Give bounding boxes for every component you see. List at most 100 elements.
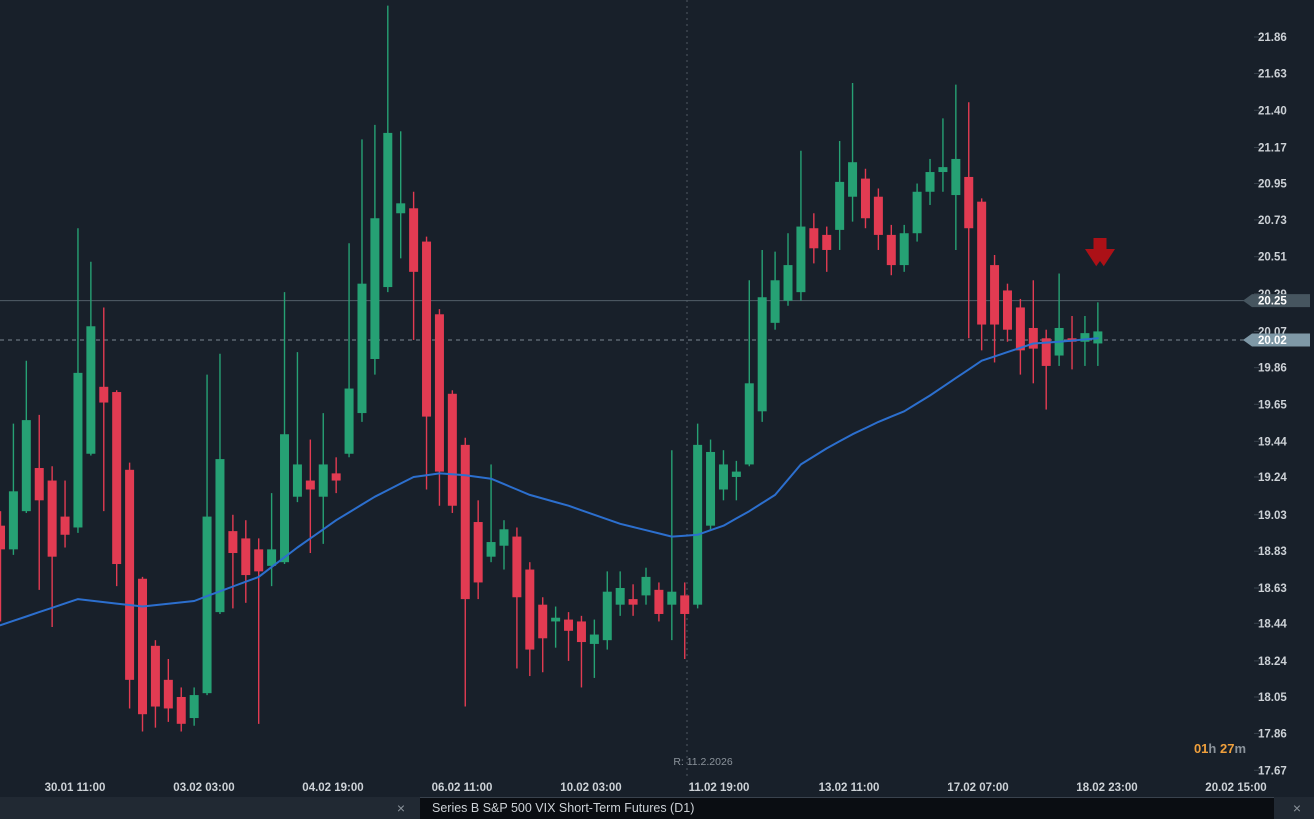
price-tick-label: 21.63 — [1258, 68, 1287, 80]
candle — [564, 612, 574, 661]
price-tick-label: 19.44 — [1258, 436, 1287, 448]
price-tick-label: 19.65 — [1258, 399, 1287, 411]
symbol-tab-label: Series B S&P 500 VIX Short-Term Futures … — [432, 801, 695, 815]
price-tick-label: 18.44 — [1258, 618, 1287, 630]
candle — [86, 261, 96, 456]
candle — [835, 141, 845, 250]
candle — [783, 233, 793, 306]
candle — [899, 224, 909, 272]
candle — [551, 606, 561, 648]
price-tick-label: 18.83 — [1258, 546, 1287, 558]
time-tick-label: 06.02 11:00 — [432, 782, 493, 794]
candle — [873, 188, 883, 250]
candle — [280, 292, 290, 565]
price-tick-label: 19.86 — [1258, 363, 1287, 375]
candle — [8, 423, 18, 555]
candle — [964, 102, 974, 339]
candle — [990, 254, 1000, 363]
candle — [770, 251, 780, 330]
time-tick-label: 13.02 11:00 — [819, 782, 880, 794]
candle — [150, 640, 160, 728]
price-tick-label: 17.86 — [1258, 728, 1287, 740]
candle — [667, 450, 677, 641]
candle — [189, 687, 199, 726]
price-tick-label: 18.63 — [1258, 583, 1287, 595]
candle — [951, 84, 961, 250]
candle — [318, 413, 328, 544]
candle — [305, 439, 315, 554]
price-tick-label: 18.05 — [1258, 692, 1287, 704]
candle — [602, 571, 612, 650]
candle — [615, 571, 625, 616]
candle — [706, 439, 716, 530]
price-tick-label: 17.67 — [1258, 765, 1287, 777]
candle — [848, 83, 858, 222]
candle — [215, 353, 225, 614]
candle — [886, 224, 896, 276]
time-tick-label: 18.02 23:00 — [1076, 782, 1137, 794]
candle — [641, 567, 651, 605]
time-tick-label: 30.01 11:00 — [45, 782, 106, 794]
candle — [718, 450, 728, 501]
candle — [73, 228, 83, 533]
price-tick-label: 19.03 — [1258, 510, 1287, 522]
candle — [731, 460, 741, 501]
current-price-badge-label: 20.02 — [1258, 335, 1287, 347]
candle — [796, 150, 806, 301]
symbol-tab[interactable]: Series B S&P 500 VIX Short-Term Futures … — [420, 797, 1274, 819]
candle — [1028, 280, 1038, 384]
price-tick-label: 21.86 — [1258, 32, 1287, 44]
candle — [654, 582, 664, 622]
price-tick-label: 20.95 — [1258, 179, 1287, 191]
candle — [822, 226, 832, 272]
time-tick-label: 20.02 15:00 — [1205, 782, 1266, 794]
candle — [576, 615, 586, 688]
candle — [1080, 315, 1090, 366]
candle — [34, 414, 44, 590]
candle — [460, 437, 470, 707]
candle — [357, 139, 367, 422]
candle-countdown-timer: 01h 27m — [1194, 741, 1246, 756]
time-tick-label: 04.02 19:00 — [302, 782, 363, 794]
sell-arrow-icon[interactable] — [1085, 238, 1115, 272]
candle — [267, 493, 277, 587]
candle — [486, 464, 496, 563]
time-tick-label: 17.02 07:00 — [947, 782, 1008, 794]
candle — [693, 423, 703, 609]
close-icon[interactable]: × — [1292, 800, 1302, 816]
candle — [938, 118, 948, 192]
sell-arrow-notch — [1092, 261, 1108, 272]
candle — [331, 457, 341, 494]
time-tick-label: 11.02 19:00 — [689, 782, 750, 794]
price-tick-label: 20.73 — [1258, 215, 1287, 227]
candle — [744, 280, 754, 467]
candle — [383, 5, 393, 293]
rollover-label: R: 11.2.2026 — [673, 756, 733, 768]
candle — [396, 131, 406, 259]
time-tick-label: 10.02 03:00 — [560, 782, 621, 794]
current-price-badge — [1243, 333, 1310, 347]
price-tick-label: 19.24 — [1258, 472, 1287, 484]
candle — [809, 213, 819, 264]
candle — [176, 687, 186, 732]
candle — [202, 374, 212, 696]
candle — [0, 511, 5, 622]
candle — [473, 500, 483, 600]
close-icon[interactable]: × — [396, 800, 406, 816]
candle — [47, 466, 57, 628]
chart-canvas[interactable]: 21.8621.6321.4021.1720.9520.7320.5120.29… — [0, 0, 1314, 797]
candle — [125, 462, 135, 709]
candle — [757, 249, 767, 422]
candle — [370, 124, 380, 375]
candle — [538, 597, 548, 673]
candle — [241, 520, 251, 603]
moving-average-line — [0, 337, 1099, 627]
candle — [163, 659, 173, 722]
price-tick-label: 20.51 — [1258, 252, 1287, 264]
candle — [292, 352, 302, 503]
candle — [925, 158, 935, 205]
candle — [1002, 283, 1012, 342]
candle — [447, 390, 457, 513]
candlestick-series — [0, 5, 1103, 732]
